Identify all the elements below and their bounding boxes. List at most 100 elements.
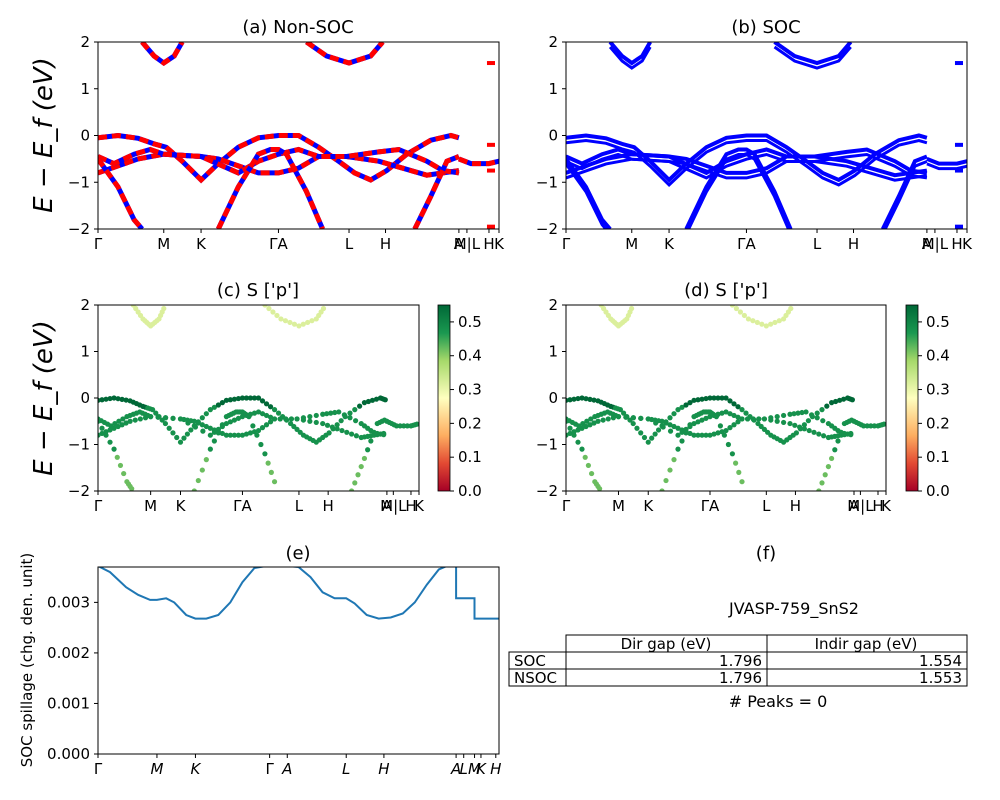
band-line-red bbox=[98, 157, 144, 229]
band-dot bbox=[355, 472, 361, 478]
band-dot bbox=[881, 421, 886, 427]
band-dot bbox=[687, 430, 693, 437]
band-dot bbox=[736, 469, 742, 475]
band-dot bbox=[587, 396, 593, 402]
band-line-split bbox=[608, 46, 652, 70]
band-dot bbox=[246, 414, 252, 420]
band-dot bbox=[278, 316, 284, 322]
x-tick-label: H bbox=[790, 497, 801, 515]
colorbar-tick-label: 0.5 bbox=[458, 313, 482, 331]
band-dot bbox=[99, 430, 105, 437]
band-dot bbox=[112, 420, 118, 427]
band-dot bbox=[277, 416, 283, 422]
band-dot bbox=[703, 432, 709, 438]
band-dot bbox=[699, 396, 705, 402]
band-line-split bbox=[566, 152, 928, 180]
band-dot bbox=[667, 415, 673, 421]
band-dot bbox=[729, 451, 736, 457]
band-dot bbox=[731, 412, 737, 419]
band-dot bbox=[849, 397, 856, 403]
band-line-split bbox=[566, 163, 608, 229]
band-dot bbox=[324, 422, 331, 428]
band-dot bbox=[227, 397, 234, 403]
band-dot bbox=[181, 435, 187, 441]
y-tick-label: −2 bbox=[68, 482, 90, 500]
colorbar-tick-label: 0.1 bbox=[458, 448, 482, 466]
band-dot bbox=[174, 434, 180, 441]
x-tick-label: ΓA bbox=[269, 235, 288, 253]
x-tick-label: H bbox=[848, 235, 859, 253]
spillage-line bbox=[98, 567, 499, 620]
band-dot bbox=[207, 446, 213, 452]
band-dot bbox=[119, 422, 125, 428]
band-dot bbox=[268, 469, 274, 475]
band-dot bbox=[759, 321, 765, 327]
colorbar-tick-label: 0.2 bbox=[458, 414, 482, 432]
band-dot bbox=[649, 435, 655, 441]
band-dot bbox=[579, 446, 585, 452]
band-dot bbox=[838, 429, 844, 435]
table-row-label: SOC bbox=[514, 652, 546, 670]
band-dot bbox=[723, 427, 729, 434]
band-dot bbox=[353, 433, 360, 439]
table-header-indir: Indir gap (eV) bbox=[815, 635, 918, 653]
ylabel-c: E − E_f (eV) bbox=[29, 320, 59, 476]
band-dot bbox=[725, 441, 732, 448]
ylabel-e: SOC spillage (chg. den. unit) bbox=[18, 553, 36, 768]
band-dot bbox=[341, 412, 347, 418]
x-tick-label: K bbox=[494, 235, 505, 253]
band-dot bbox=[267, 404, 274, 410]
colorbar-tick-label: 0.5 bbox=[926, 313, 950, 331]
band-dot bbox=[296, 323, 302, 329]
band-dot bbox=[207, 432, 213, 438]
band-line-red bbox=[98, 151, 460, 178]
band-dot bbox=[585, 462, 592, 469]
band-dot bbox=[320, 305, 327, 312]
band-dot bbox=[617, 407, 624, 413]
colorbar-c: 0.0 0.1 0.2 0.3 0.4 0.5 bbox=[437, 304, 482, 500]
band-dot bbox=[816, 431, 822, 437]
band-dot bbox=[864, 423, 870, 429]
band-dot bbox=[597, 486, 603, 491]
band-dot bbox=[811, 429, 817, 435]
band-dot bbox=[772, 319, 778, 326]
band-dot bbox=[653, 420, 659, 426]
band-dot bbox=[291, 321, 298, 327]
band-dot bbox=[231, 432, 238, 438]
x-tick-label: L bbox=[762, 497, 771, 515]
band-dot bbox=[211, 438, 217, 444]
band-dot bbox=[274, 312, 280, 319]
x-tick-label: H bbox=[490, 760, 501, 778]
band-dot bbox=[334, 422, 340, 428]
band-dot bbox=[803, 409, 809, 415]
band-dot bbox=[667, 428, 674, 434]
band-dot bbox=[691, 397, 697, 403]
band-dot bbox=[675, 432, 681, 438]
band-dot bbox=[861, 423, 867, 429]
band-dot bbox=[255, 427, 262, 434]
band-dot bbox=[334, 426, 340, 432]
band-dot bbox=[329, 424, 335, 430]
band-dot bbox=[567, 430, 573, 437]
band-dot bbox=[721, 432, 728, 438]
band-dot bbox=[332, 409, 338, 416]
band-dot bbox=[107, 427, 113, 433]
band-dot bbox=[719, 410, 725, 416]
panel-e-title: (e) bbox=[285, 543, 310, 564]
x-tick-label: H bbox=[378, 760, 389, 778]
band-dot bbox=[271, 407, 278, 413]
band-dot bbox=[591, 397, 597, 403]
band-dot bbox=[805, 418, 812, 424]
band-dot bbox=[239, 432, 246, 438]
band-dot bbox=[832, 447, 838, 453]
panel-b: 210−1−2Γ M K ΓA L H AM|L H K bbox=[536, 33, 973, 253]
band-dot bbox=[336, 409, 342, 415]
band-dot bbox=[263, 412, 270, 419]
band-dot bbox=[679, 404, 685, 410]
band-dot bbox=[195, 477, 201, 484]
band-dot bbox=[731, 422, 737, 428]
band-dot bbox=[255, 409, 262, 415]
band-dot bbox=[675, 446, 681, 452]
band-dot bbox=[793, 430, 800, 436]
band-dot bbox=[300, 321, 306, 327]
